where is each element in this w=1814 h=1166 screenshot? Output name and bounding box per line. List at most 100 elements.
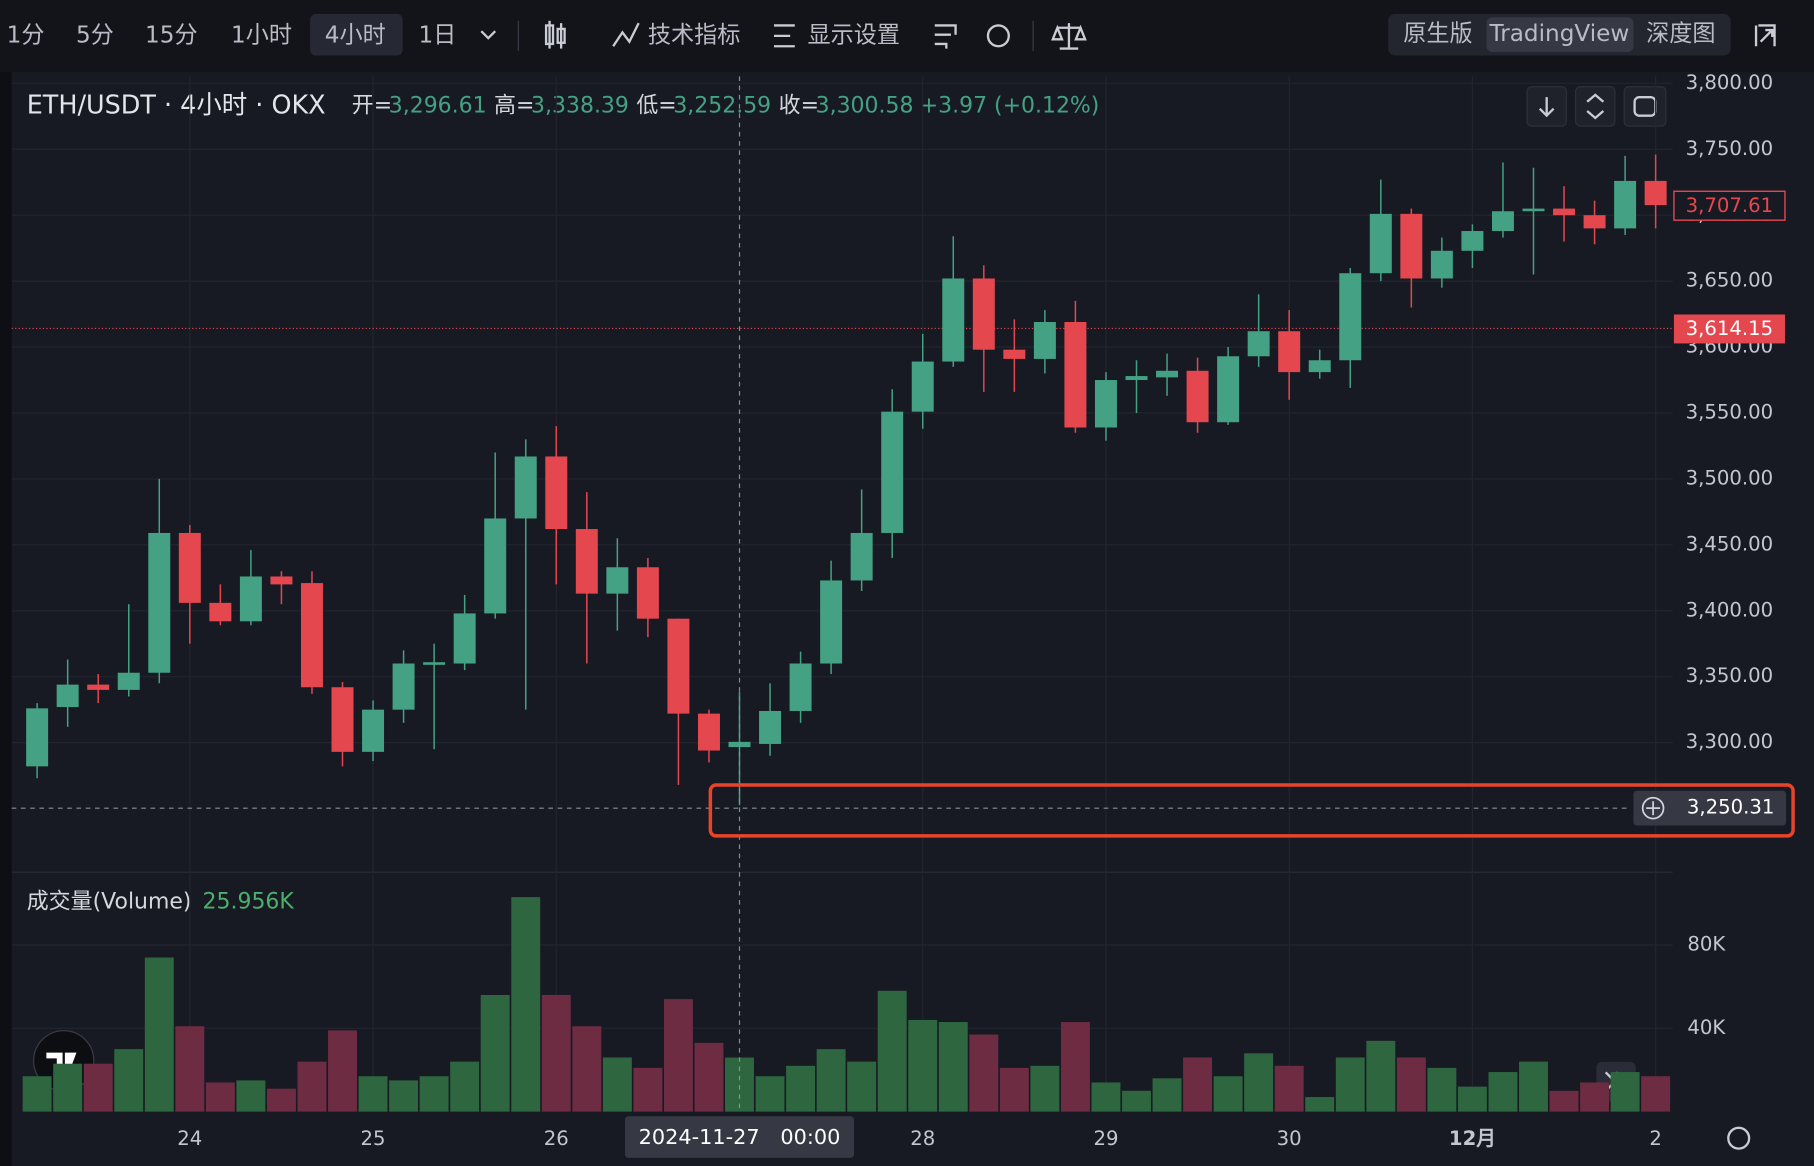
candle-body — [1553, 208, 1576, 216]
candle-body — [270, 576, 293, 585]
collapse-icon — [1586, 93, 1605, 120]
candle-body — [1614, 180, 1637, 229]
candle-body — [759, 710, 782, 744]
candle-body — [331, 687, 354, 752]
candle-body — [789, 663, 812, 711]
volume-bar — [663, 999, 693, 1112]
mark-price-label: 3,614.15 — [1686, 317, 1774, 340]
crosshair-label-bg — [1633, 790, 1787, 826]
volume-bar — [1091, 1082, 1121, 1112]
compare-icon[interactable] — [1051, 23, 1087, 50]
volume-bar — [419, 1076, 449, 1112]
ohlc-label: 收= — [779, 93, 819, 118]
view-button[interactable]: TradingView — [1489, 21, 1630, 47]
tool-button[interactable]: 技术指标 — [648, 22, 741, 48]
change-value: +3.97 (+0.12%) — [920, 93, 1100, 118]
ohlc-label: 高= — [494, 93, 534, 118]
candle-body — [26, 708, 49, 767]
volume-bar — [1427, 1067, 1457, 1112]
view-button[interactable]: 原生版 — [1403, 21, 1472, 47]
settings-icon[interactable] — [986, 24, 1010, 48]
volume-bar — [1030, 1065, 1060, 1112]
tool-button[interactable]: 显示设置 — [808, 22, 901, 48]
volume-bar — [877, 990, 907, 1112]
drawing-icon[interactable] — [934, 24, 957, 49]
volume-bar — [633, 1067, 663, 1112]
reset-button[interactable] — [1623, 86, 1667, 127]
interval-button[interactable]: 15分 — [145, 22, 198, 48]
volume-bar — [53, 1063, 83, 1112]
volume-bar — [1549, 1090, 1579, 1112]
last-price-tag — [1673, 190, 1786, 221]
interval-button[interactable]: 4小时 — [325, 22, 386, 48]
volume-bar — [816, 1049, 846, 1112]
y-tick-label: 3,300.00 — [1686, 730, 1774, 753]
candle-body — [87, 684, 110, 690]
interval-button[interactable]: 1小时 — [231, 22, 292, 48]
add-alert-icon[interactable] — [1641, 796, 1665, 820]
volume-bar — [999, 1067, 1029, 1112]
candle-body — [300, 583, 323, 688]
display-icon[interactable] — [773, 24, 795, 48]
volume-bar — [266, 1088, 296, 1112]
arrow-icon — [1538, 97, 1555, 118]
chart-title: ETH/USDT · 4小时 · OKX — [27, 89, 326, 119]
interval-button[interactable]: 1日 — [418, 22, 456, 48]
candle-body — [209, 602, 232, 622]
interval-button[interactable]: 5分 — [76, 22, 114, 48]
volume-bar — [786, 1065, 816, 1112]
collapse-button[interactable] — [1575, 86, 1616, 127]
volume-tick-label: 80K — [1687, 932, 1726, 955]
y-tick-label: 3,650.00 — [1686, 269, 1774, 292]
view-button[interactable]: 深度图 — [1646, 21, 1715, 47]
x-tick-label: 24 — [177, 1127, 202, 1150]
volume-bar — [908, 1019, 938, 1112]
candle-body — [514, 456, 537, 519]
y-tick-label: 3,450.00 — [1686, 532, 1774, 555]
candle-body — [697, 713, 720, 751]
volume-bar — [1244, 1053, 1274, 1112]
candle-body — [239, 576, 262, 622]
x-tick-label: 25 — [361, 1127, 386, 1150]
candle-body — [56, 684, 79, 708]
volume-bar — [1641, 1076, 1671, 1112]
candle-body — [1339, 273, 1362, 361]
volume-bar — [1152, 1078, 1182, 1112]
candle-body — [1278, 331, 1301, 373]
interval-button[interactable]: 1分 — [7, 22, 45, 48]
pane-buttons — [1526, 86, 1667, 127]
fullscreen-icon[interactable] — [1754, 24, 1776, 47]
x-tick-label: 28 — [910, 1127, 935, 1150]
axis-settings-icon[interactable] — [1727, 1126, 1751, 1150]
crosshair-price: 3,250.31 — [1687, 796, 1775, 819]
crosshair-time-bg — [624, 1116, 855, 1158]
volume-bar — [175, 1026, 205, 1112]
volume-bar — [297, 1061, 327, 1112]
candle-body — [1064, 321, 1087, 428]
x-tick-label: 26 — [544, 1127, 569, 1150]
volume-bar — [1580, 1082, 1610, 1112]
candle-body — [1003, 349, 1026, 359]
candle-body — [972, 278, 995, 350]
candle-body — [1094, 380, 1117, 428]
candle-body — [1217, 356, 1240, 423]
volume-bar — [541, 994, 571, 1112]
y-tick-label: 3,800.00 — [1686, 71, 1774, 94]
y-tick-label: 3,550.00 — [1686, 400, 1774, 423]
indicator-icon[interactable] — [612, 22, 640, 47]
candle-body — [1430, 250, 1453, 279]
candle-body — [1644, 180, 1667, 206]
interval-dropdown[interactable] — [480, 30, 497, 40]
chart-type-icon[interactable] — [544, 20, 566, 49]
y-tick-label: 3,750.00 — [1686, 137, 1774, 160]
volume-bar — [1213, 1076, 1243, 1112]
volume-bar — [847, 1061, 877, 1112]
volume-bar — [1335, 1057, 1365, 1112]
add-alert-plus — [1646, 801, 1661, 816]
candle-body — [1247, 331, 1270, 357]
volume-bar — [1122, 1090, 1151, 1112]
candle-body — [1522, 208, 1545, 212]
volume-tick-label: 40K — [1687, 1016, 1726, 1039]
